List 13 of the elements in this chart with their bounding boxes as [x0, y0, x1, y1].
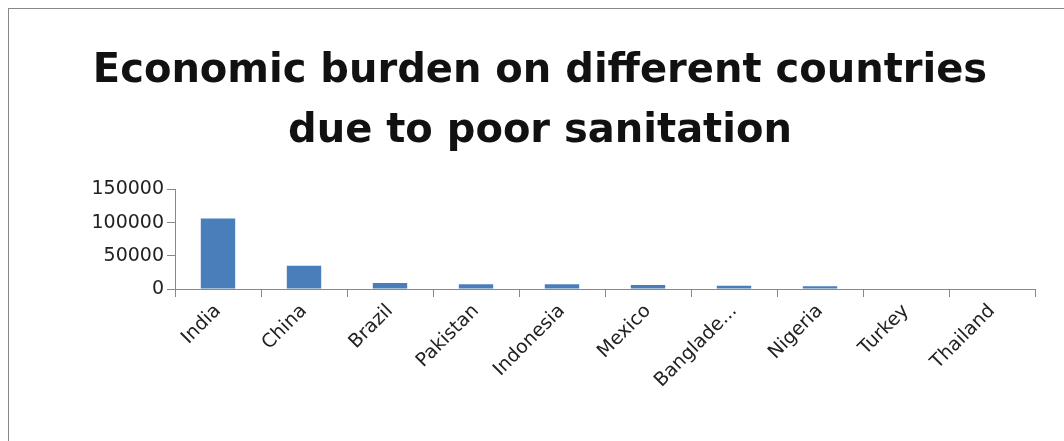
y-tick-label: 50000: [103, 242, 164, 265]
chart-title: Economic burden on different countries due to poor sanitation: [91, 44, 989, 153]
bar: [544, 284, 580, 289]
bar: [458, 284, 494, 289]
y-tick-label: 0: [151, 275, 164, 298]
bar: [200, 218, 236, 289]
y-tick-label: 150000: [91, 176, 164, 199]
bar: [716, 285, 752, 289]
bar: [372, 283, 408, 289]
y-tick-label: 100000: [91, 209, 164, 232]
bar: [630, 285, 666, 289]
bar: [286, 265, 322, 289]
bar: [802, 286, 838, 289]
